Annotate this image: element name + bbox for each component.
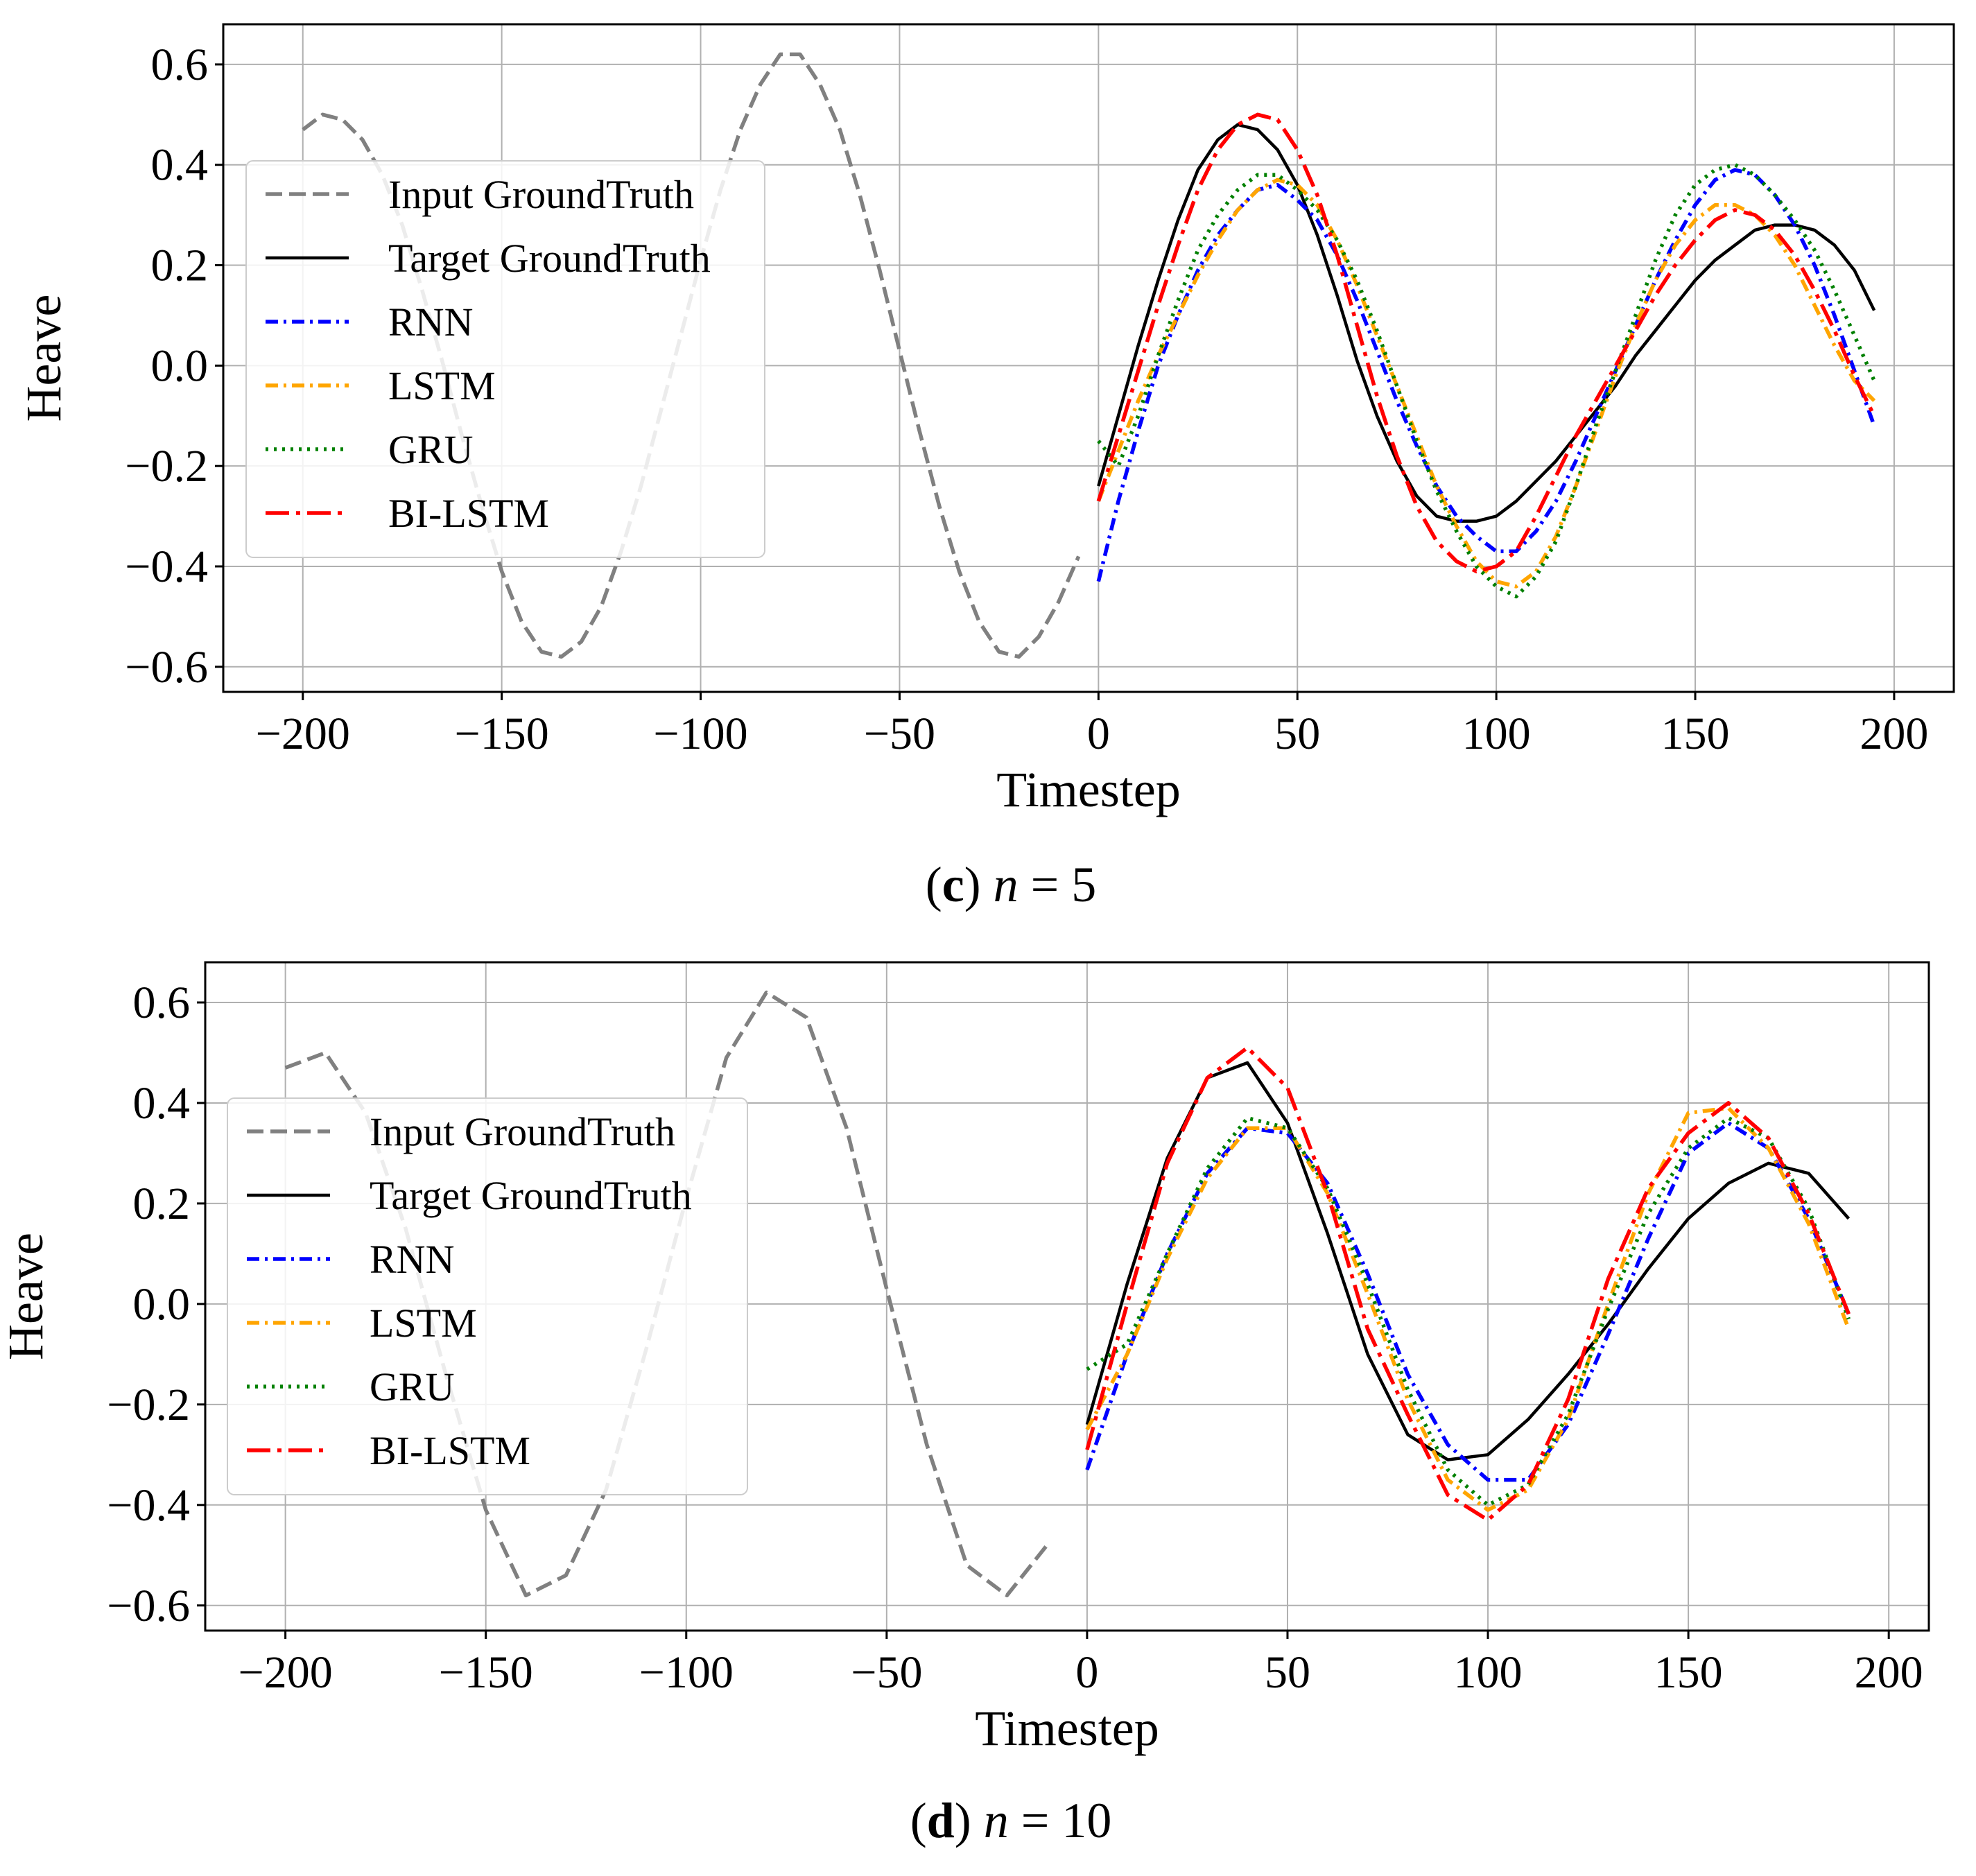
legend-label-input-groundtruth: Input GroundTruth xyxy=(388,172,694,217)
caption-c-close: ) xyxy=(964,857,981,912)
series-line-target-groundtruth-c xyxy=(1097,123,1876,523)
panel-c: −200 −150 −100 −50 0 50 100 150 200 −0.6 −0.4 −0.2… xyxy=(16,23,1955,912)
y-tick-label: −0.6 xyxy=(125,642,208,693)
x-axis-label-d: Timestep xyxy=(975,1701,1159,1756)
caption-d-value: 10 xyxy=(1061,1793,1111,1848)
caption-d-open: ( xyxy=(910,1793,927,1848)
y-tick-label: 0.6 xyxy=(151,40,209,90)
caption-c-value: 5 xyxy=(1071,857,1096,912)
y-tick-label: 0.4 xyxy=(133,1078,191,1129)
series-line-rnn-d xyxy=(1085,1121,1851,1482)
x-tick-label: 100 xyxy=(1454,1647,1523,1698)
legend-label-bi-lstm: BI-LSTM xyxy=(388,491,549,536)
y-tick-label: 0.4 xyxy=(151,140,209,191)
legend-box xyxy=(245,160,765,558)
series-line-lstm-d xyxy=(1085,1106,1851,1512)
x-ticks-d: −200 −150 −100 −50 0 50 100 150 200 xyxy=(239,1631,1923,1698)
legend-d: Input GroundTruth Target GroundTruth RNN LS… xyxy=(227,1097,748,1495)
y-axis-label-c: Heave xyxy=(16,295,71,422)
y-ticks-c: −0.6 −0.4 −0.2 0.0 0.2 0.4 0.6 xyxy=(125,40,223,693)
y-ticks-d: −0.6 −0.4 −0.2 0.0 0.2 0.4 0.6 xyxy=(107,978,205,1631)
legend-label-gru: GRU xyxy=(370,1364,454,1409)
y-tick-label: −0.6 xyxy=(107,1581,190,1631)
series-line-lstm-c xyxy=(1096,177,1876,589)
x-axis-label-c: Timestep xyxy=(996,762,1180,817)
series-line-gru-c xyxy=(1097,162,1876,599)
x-tick-label: −50 xyxy=(864,709,935,759)
series-line-bi-lstm-d xyxy=(1085,1045,1851,1522)
y-tick-label: 0.0 xyxy=(151,340,209,391)
series-line-bi-lstm-c xyxy=(1096,112,1876,573)
caption-d-letter: d xyxy=(927,1793,955,1848)
x-tick-label: 150 xyxy=(1654,1647,1723,1698)
legend-label-target-groundtruth: Target GroundTruth xyxy=(388,236,711,281)
x-tick-label: 150 xyxy=(1661,709,1730,759)
y-tick-label: −0.2 xyxy=(107,1380,190,1430)
y-tick-label: 0.6 xyxy=(133,978,191,1028)
legend-label-input-groundtruth: Input GroundTruth xyxy=(370,1109,675,1154)
y-tick-label: 0.0 xyxy=(133,1279,191,1330)
legend-c: Input GroundTruth Target GroundTruth RNN LS… xyxy=(245,160,765,558)
x-tick-label: 200 xyxy=(1855,1647,1923,1698)
plot-frame-c xyxy=(222,23,1955,693)
caption-c-open: ( xyxy=(926,857,942,912)
x-tick-label: 100 xyxy=(1462,709,1531,759)
y-axis-label-d: Heave xyxy=(0,1233,53,1360)
caption-c-letter: c xyxy=(942,857,964,912)
legend-label-rnn: RNN xyxy=(370,1237,454,1282)
legend-box xyxy=(227,1097,748,1495)
legend-label-bi-lstm: BI-LSTM xyxy=(370,1428,530,1473)
y-tick-label: 0.2 xyxy=(133,1179,191,1229)
x-tick-label: −50 xyxy=(851,1647,922,1698)
x-tick-label: −150 xyxy=(455,709,549,759)
legend-label-lstm: LSTM xyxy=(388,363,496,408)
caption-c-eq: = xyxy=(1019,857,1072,912)
x-tick-label: −100 xyxy=(639,1647,734,1698)
caption-c: (c) n = 5 xyxy=(926,857,1097,912)
y-tick-label: −0.4 xyxy=(107,1480,190,1531)
legend-label-lstm: LSTM xyxy=(370,1301,477,1346)
x-tick-label: −150 xyxy=(439,1647,533,1698)
x-tick-label: −200 xyxy=(256,709,350,759)
legend-label-gru: GRU xyxy=(388,427,473,472)
series-line-target-groundtruth-d xyxy=(1085,1061,1851,1461)
caption-c-var: n xyxy=(994,857,1019,912)
x-ticks-c: −200 −150 −100 −50 0 50 100 150 200 xyxy=(256,692,1928,759)
legend-label-rnn: RNN xyxy=(388,299,473,345)
y-tick-label: −0.4 xyxy=(125,541,208,592)
caption-d: (d) n = 10 xyxy=(910,1793,1112,1848)
plot-frame-d xyxy=(204,961,1930,1632)
legend-label-target-groundtruth: Target GroundTruth xyxy=(370,1173,692,1218)
x-tick-label: −200 xyxy=(239,1647,333,1698)
caption-d-close: ) xyxy=(955,1793,971,1848)
caption-d-var: n xyxy=(984,1793,1009,1848)
y-tick-label: 0.2 xyxy=(151,241,209,291)
x-tick-label: 200 xyxy=(1860,709,1928,759)
x-tick-label: −100 xyxy=(653,709,747,759)
series-line-gru-d xyxy=(1086,1115,1851,1507)
x-tick-label: 0 xyxy=(1075,1647,1098,1698)
x-tick-label: 50 xyxy=(1265,1647,1310,1698)
x-tick-label: 50 xyxy=(1274,709,1320,759)
series-line-rnn-c xyxy=(1096,168,1876,582)
x-tick-label: 0 xyxy=(1087,709,1110,759)
caption-d-eq: = xyxy=(1009,1793,1062,1848)
y-tick-label: −0.2 xyxy=(125,441,208,492)
panel-d: −200 −150 −100 −50 0 50 100 150 200 −0.6 −0.4 −0.2… xyxy=(0,961,1930,1848)
